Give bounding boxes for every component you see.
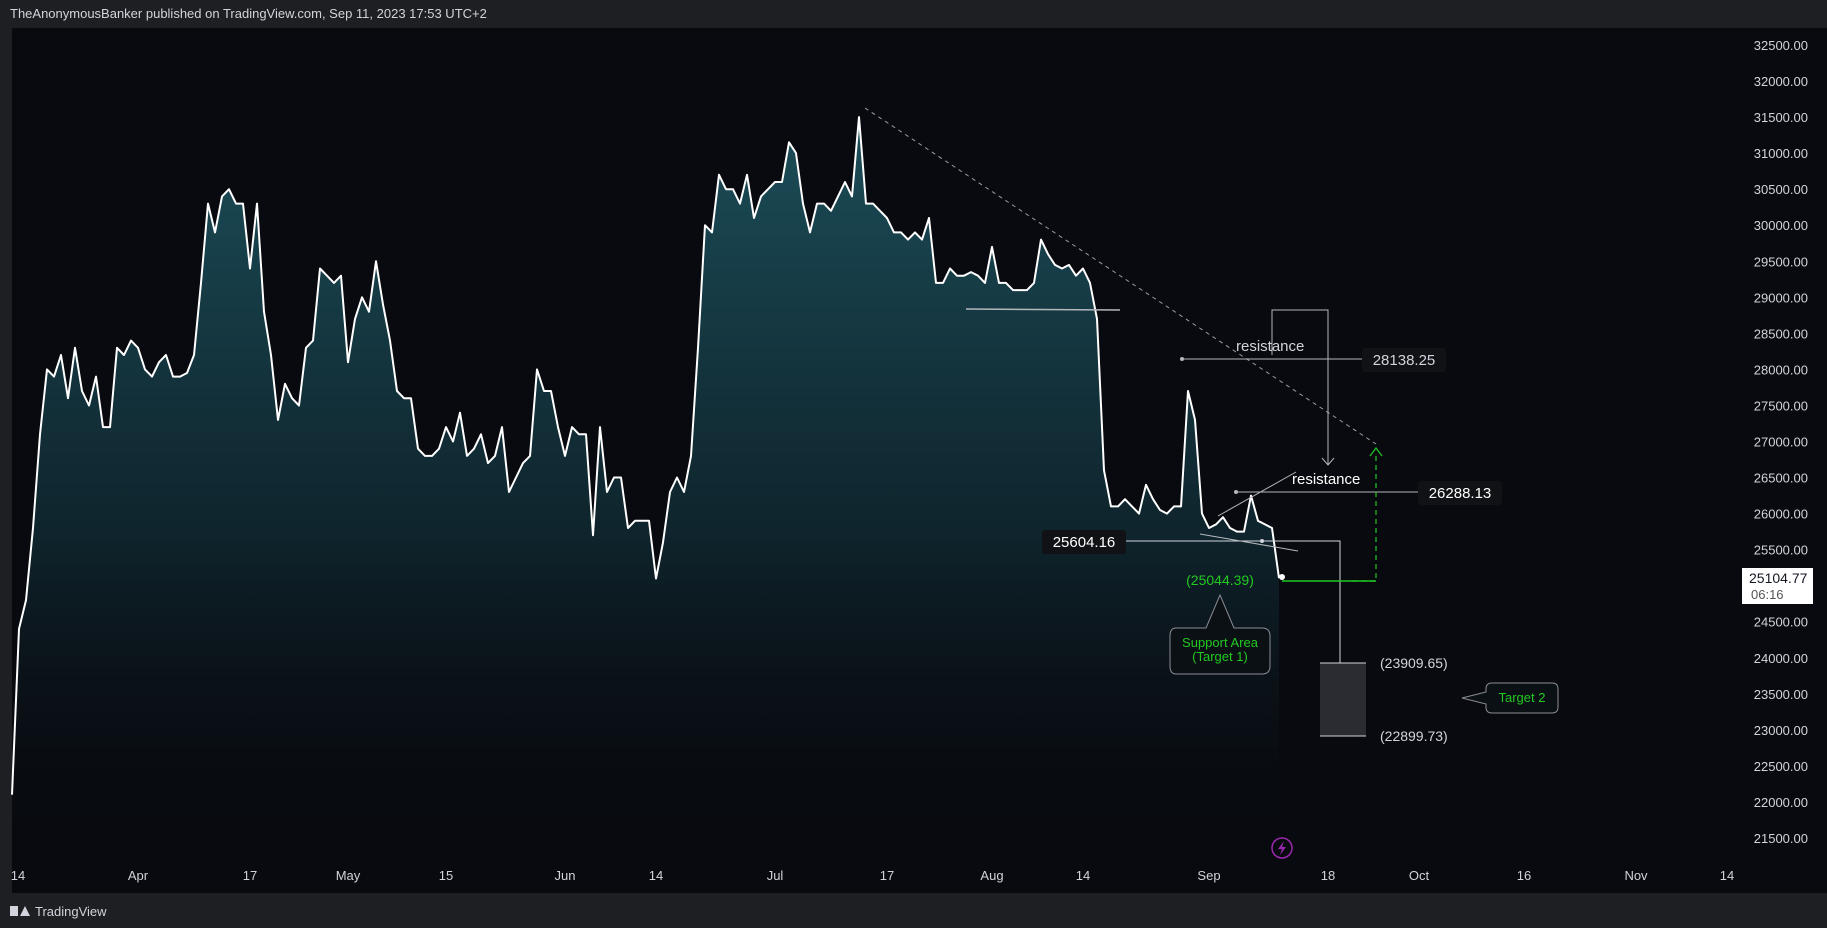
x-tick-label: 17	[880, 868, 894, 883]
resistance-lower-diagonal	[1217, 471, 1297, 517]
y-tick-label: 23000.00	[1754, 723, 1808, 738]
y-tick-label: 32500.00	[1754, 38, 1808, 53]
annotation-layer: resistance 28138.25 resistance 26288.13 …	[864, 107, 1559, 744]
target1-dashed-arrow	[1369, 447, 1383, 457]
resistance-lower-value-box	[1418, 481, 1502, 505]
y-tick-label: 28500.00	[1754, 326, 1808, 341]
resistance-lower-value: 26288.13	[1429, 485, 1492, 502]
x-axis: 14 Apr 17 May 15 Jun 14 Jul 17 Aug 14 Sep 18 Oct 16 Nov…	[11, 868, 1734, 883]
resistance-lower-label: resistance	[1292, 471, 1360, 488]
y-tick-label: 29000.00	[1754, 290, 1808, 305]
x-tick-label: 18	[1321, 868, 1335, 883]
y-tick-label: 22500.00	[1754, 759, 1808, 774]
target1-dashed-bracket	[1352, 452, 1377, 582]
price-area-fill	[12, 117, 1279, 869]
aug-support-line	[965, 308, 1121, 311]
y-tick-label: 26500.00	[1754, 471, 1808, 486]
x-tick-label: 16	[1517, 868, 1531, 883]
resistance-upper-bracket	[1271, 309, 1329, 464]
resistance-lower-point	[1234, 490, 1238, 494]
target1-value: (25044.39)	[1186, 572, 1254, 588]
support-value-box	[1042, 530, 1126, 554]
y-tick-label: 24500.00	[1754, 615, 1808, 630]
y-tick-label: 31000.00	[1754, 146, 1808, 161]
resistance-upper-value-box	[1362, 348, 1446, 372]
publish-header: TheAnonymousBanker published on TradingV…	[0, 0, 1827, 28]
target1-label-line1: Support Area	[1182, 635, 1259, 650]
target1-callout	[1169, 593, 1271, 675]
y-tick-label: 27000.00	[1754, 435, 1808, 450]
x-tick-label: 17	[243, 868, 257, 883]
target2-callout	[1461, 682, 1559, 714]
y-tick-label: 27500.00	[1754, 399, 1808, 414]
x-tick-label: Aug	[980, 868, 1003, 883]
y-tick-label: 29500.00	[1754, 254, 1808, 269]
resistance-upper-point	[1180, 357, 1184, 361]
x-tick-label: Nov	[1624, 868, 1648, 883]
target2-top-value: (23909.65)	[1380, 655, 1448, 671]
target2-zone	[1320, 663, 1366, 736]
x-tick-label: 15	[439, 868, 453, 883]
last-price-value: 25104.77	[1749, 570, 1808, 586]
tradingview-logo-icon	[10, 905, 30, 917]
support-point	[1260, 539, 1264, 543]
y-tick-label: 30000.00	[1754, 218, 1808, 233]
publish-info: TheAnonymousBanker published on TradingV…	[10, 6, 487, 21]
brand-name: TradingView	[35, 903, 107, 919]
y-tick-label: 23500.00	[1754, 687, 1808, 702]
x-tick-label: 14	[649, 868, 663, 883]
y-tick-label: 26000.00	[1754, 507, 1808, 522]
support-bracket	[1126, 540, 1341, 672]
downtrend-line	[864, 107, 1377, 445]
x-tick-label: Oct	[1409, 868, 1430, 883]
x-tick-label: May	[336, 868, 361, 883]
support-wedge-line	[1199, 533, 1299, 552]
x-tick-label: Sep	[1197, 868, 1220, 883]
y-tick-label: 22000.00	[1754, 795, 1808, 810]
resistance-upper-label: resistance	[1236, 338, 1304, 355]
tradingview-logo[interactable]: TradingView	[10, 901, 107, 921]
y-tick-label: 31500.00	[1754, 110, 1808, 125]
y-tick-label: 25500.00	[1754, 543, 1808, 558]
support-value: 25604.16	[1053, 534, 1116, 551]
y-tick-label: 32000.00	[1754, 74, 1808, 89]
y-tick-label: 24000.00	[1754, 651, 1808, 666]
y-axis: 21500.00 22000.00 22500.00 23000.00 23500.00…	[1754, 38, 1808, 846]
target1-label-line2: (Target 1)	[1192, 649, 1248, 664]
lightning-icon[interactable]	[1271, 837, 1293, 859]
x-tick-label: Jul	[767, 868, 784, 883]
last-price-countdown: 06:16	[1751, 587, 1784, 602]
price-line	[11, 116, 1280, 795]
y-tick-label: 28000.00	[1754, 362, 1808, 377]
resistance-upper-value: 28138.25	[1373, 352, 1436, 369]
last-price-label: 25104.77 06:16	[1742, 568, 1813, 604]
x-tick-label: Apr	[128, 868, 149, 883]
footer-bar: TradingView	[0, 893, 1827, 928]
x-tick-label: 14	[1076, 868, 1090, 883]
y-tick-label: 30500.00	[1754, 182, 1808, 197]
last-price-dot	[1279, 574, 1285, 580]
x-tick-label: 14	[11, 868, 25, 883]
x-tick-label: 14	[1720, 868, 1734, 883]
resistance-upper-arrow	[1321, 457, 1335, 466]
x-tick-label: Jun	[555, 868, 576, 883]
target2-label: Target 2	[1499, 690, 1546, 705]
y-tick-label: 21500.00	[1754, 831, 1808, 846]
target2-bottom-value: (22899.73)	[1380, 728, 1448, 744]
